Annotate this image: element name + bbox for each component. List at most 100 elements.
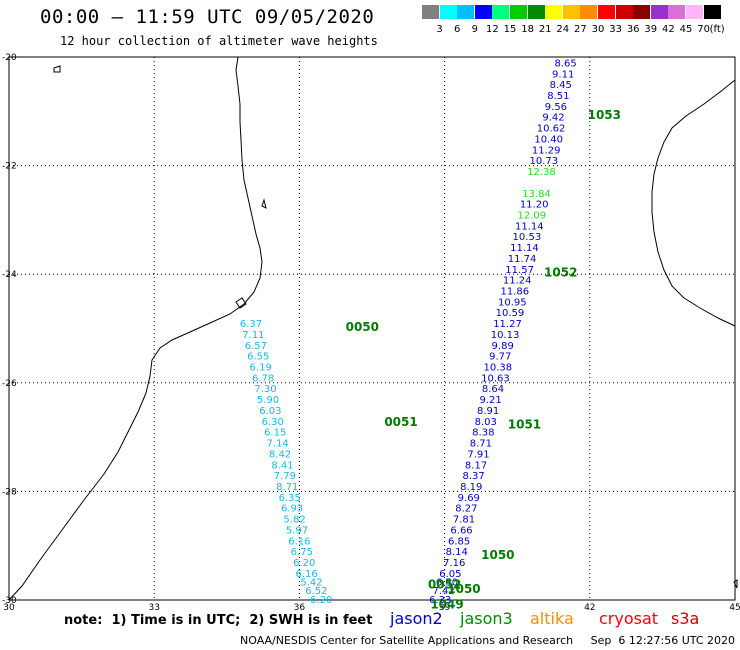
longitude-label: 39: [439, 603, 451, 613]
scale-label: 39: [644, 24, 658, 35]
latitude-label: -30: [2, 596, 17, 606]
wave-height-value: 9.69: [458, 493, 480, 504]
wave-height-value: 6.57: [245, 341, 267, 352]
wave-height-value: 6.78: [252, 373, 274, 384]
wave-height-value: 6.16: [296, 569, 318, 580]
wave-height-value: 11.24: [503, 276, 532, 287]
satellite-jason2: jason2: [390, 609, 443, 628]
wave-height-value: 8.14: [446, 547, 468, 558]
scale-swatch: [545, 5, 563, 19]
map-subtitle: 12 hour collection of altimeter wave hei…: [60, 34, 378, 48]
wave-height-value: 8.27: [455, 504, 477, 515]
scale-label: 15: [503, 24, 517, 35]
latitude-label: -26: [2, 379, 17, 389]
map-frame: [8, 56, 736, 601]
wave-height-value: 5.42: [300, 578, 322, 589]
wave-height-value: 9.42: [542, 113, 564, 124]
wave-height-value: 6.66: [450, 525, 472, 536]
wave-height-value: 6.52: [305, 586, 327, 597]
wave-height-value: 6.05: [439, 569, 461, 580]
wave-height-value: 7.91: [467, 449, 489, 460]
pass-time-label: 1051: [508, 418, 541, 432]
longitude-label: 42: [584, 603, 595, 613]
wave-height-value: 6.85: [448, 536, 470, 547]
wave-height-value: 8.19: [460, 482, 482, 493]
satellite-cryosat: cryosat: [599, 609, 659, 628]
wave-height-value: 10.13: [491, 330, 520, 341]
pass-time-label: 0050: [346, 320, 379, 334]
wave-height-value: 6.20: [310, 595, 332, 606]
wave-height-value: 6.15: [264, 428, 286, 439]
wave-height-value: 9.11: [552, 69, 574, 80]
latitude-label: -20: [2, 53, 17, 63]
wave-height-value: 7.30: [254, 384, 276, 395]
wave-height-value: 8.38: [472, 428, 494, 439]
wave-height-value: 7.11: [242, 330, 264, 341]
wave-height-value: 13.84: [522, 189, 551, 200]
scale-swatch: [668, 5, 686, 19]
wave-height-value: 8.45: [550, 80, 572, 91]
coastline-madagascar: [651, 79, 736, 327]
scale-label: 27: [574, 24, 587, 35]
longitude-label: 30: [3, 603, 15, 613]
pass-time-label: 1052: [544, 265, 577, 279]
wave-height-value: 11.20: [520, 200, 549, 211]
scale-swatch: [703, 5, 721, 19]
scale-swatch: [580, 5, 598, 19]
wave-height-value: 10.63: [481, 373, 510, 384]
wave-height-value: 10.62: [537, 124, 566, 135]
scale-swatch: [492, 5, 510, 19]
island-small-north: [53, 65, 61, 73]
wave-height-value: 8.41: [271, 460, 293, 471]
wave-height-value: 7.42: [432, 586, 454, 597]
scale-label: 9: [471, 24, 478, 35]
satellite-altika: altika: [530, 609, 574, 628]
scale-swatch: [457, 5, 475, 19]
latitude-label: -24: [2, 270, 17, 280]
island-bazaruto: [261, 198, 267, 209]
wave-height-value: 6.19: [250, 363, 272, 374]
scale-swatch: [598, 5, 615, 19]
wave-height-value: 10.59: [496, 308, 525, 319]
altimeter-tracks: 6.377.116.576.556.196.787.305.906.036.30…: [240, 58, 577, 605]
latitude-label: -22: [2, 162, 17, 172]
graticule: [9, 57, 735, 600]
wave-height-value: 8.71: [276, 482, 298, 493]
map-title: 00:00 – 11:59 UTC 09/05/2020: [40, 6, 375, 28]
wave-height-value: 6.37: [240, 319, 262, 330]
wave-height-value: 6.20: [293, 558, 315, 569]
scale-label: 24: [556, 24, 570, 35]
wave-height-value: 8.03: [475, 417, 497, 428]
scale-label: 21: [538, 24, 552, 35]
scale-swatch: [686, 5, 703, 19]
wave-height-value: 11.57: [505, 265, 534, 276]
wave-height-value: 8.37: [463, 471, 485, 482]
scale-label: 70: [697, 24, 710, 35]
wave-height-value: 10.38: [484, 363, 513, 374]
scale-label: 45: [679, 24, 693, 35]
wave-height-value: 6.93: [281, 504, 303, 515]
longitude-label: 36: [294, 603, 306, 613]
scale-label: 42: [662, 24, 675, 35]
scale-swatch: [633, 5, 651, 19]
coastline: [8, 56, 738, 601]
wave-height-value: 9.21: [479, 395, 501, 406]
scale-label: 6: [454, 24, 461, 35]
scale-label: 18: [521, 24, 534, 35]
longitude-label: 45: [729, 603, 740, 613]
pass-time-label: 1050: [481, 548, 514, 562]
pass-time-label: 0051: [384, 415, 417, 429]
scale-label: 12: [486, 24, 499, 35]
wave-height-value: 6.75: [291, 547, 313, 558]
wave-height-value: 5.90: [257, 395, 279, 406]
wave-height-value: 12.09: [517, 210, 546, 221]
wave-height-value: 6.03: [259, 406, 281, 417]
pass-time-label: 1049: [430, 597, 463, 611]
wave-height-value: 6.50: [436, 578, 458, 589]
scale-label: 30: [591, 24, 605, 35]
wave-height-value: 7.81: [453, 515, 475, 526]
scale-swatch: [474, 5, 492, 19]
wave-height-value: 6.16: [288, 536, 310, 547]
